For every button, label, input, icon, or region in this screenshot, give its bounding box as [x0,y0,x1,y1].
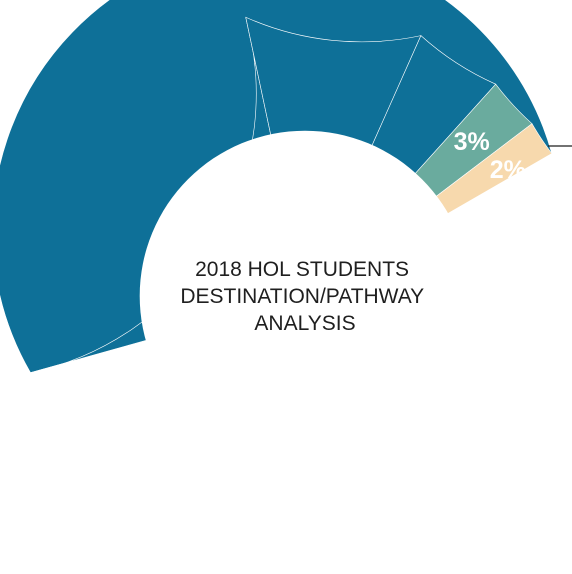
slice-value-label-5: 3% [454,128,490,156]
slice-value-label-6: 2% [490,156,526,184]
donut-hole [139,130,471,462]
chart-title: 2018 HOL STUDENTS DESTINATION/PATHWAY AN… [180,258,429,335]
chart-title-line-3: ANALYSIS [254,312,355,335]
chart-title-line-1: 2018 HOL STUDENTS [195,258,409,281]
chart-title-line-2: DESTINATION/PATHWAY [180,285,424,308]
slice-value-labels: 3%2% [454,128,526,184]
